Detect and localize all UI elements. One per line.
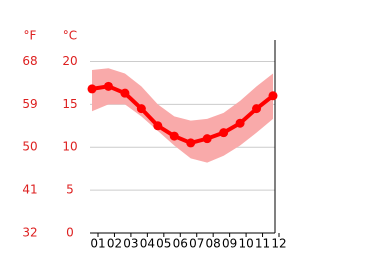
y2-tick-label: 68 bbox=[22, 54, 37, 68]
y-tick-label: 20 bbox=[62, 54, 77, 68]
x-tick-label: 03 bbox=[123, 237, 138, 251]
y2-tick-label: 50 bbox=[22, 140, 37, 154]
point bbox=[202, 134, 212, 144]
x-tick-label: 08 bbox=[206, 237, 221, 251]
y2-tick-label: 41 bbox=[22, 183, 37, 197]
point bbox=[268, 91, 278, 101]
point bbox=[169, 131, 179, 141]
x-tick-label: 01 bbox=[90, 237, 105, 251]
y-tick-label: 0 bbox=[66, 226, 74, 240]
y-unit: °C bbox=[63, 29, 77, 43]
y-tick-label: 5 bbox=[66, 183, 74, 197]
x-tick-label: 11 bbox=[255, 237, 270, 251]
point bbox=[136, 104, 146, 114]
x-tick-label: 12 bbox=[271, 237, 286, 251]
point bbox=[186, 138, 196, 148]
x-tick-label: 09 bbox=[222, 237, 237, 251]
x-tick-label: 07 bbox=[189, 237, 204, 251]
point bbox=[87, 84, 97, 94]
point bbox=[252, 104, 262, 114]
x-tick-label: 05 bbox=[156, 237, 171, 251]
x-tick-label: 02 bbox=[107, 237, 122, 251]
y-tick-label: 10 bbox=[62, 140, 77, 154]
point bbox=[153, 121, 163, 131]
point bbox=[120, 88, 130, 98]
point bbox=[235, 118, 245, 128]
x-tick-label: 04 bbox=[140, 237, 155, 251]
x-tick-label: 10 bbox=[238, 237, 253, 251]
y2-unit: °F bbox=[24, 29, 37, 43]
range-band bbox=[92, 68, 273, 163]
y-tick-label: 15 bbox=[62, 97, 77, 111]
point bbox=[103, 81, 113, 91]
y2-tick-label: 59 bbox=[22, 97, 37, 111]
x-tick-label: 06 bbox=[173, 237, 188, 251]
point bbox=[219, 128, 229, 138]
y2-tick-label: 32 bbox=[22, 226, 37, 240]
